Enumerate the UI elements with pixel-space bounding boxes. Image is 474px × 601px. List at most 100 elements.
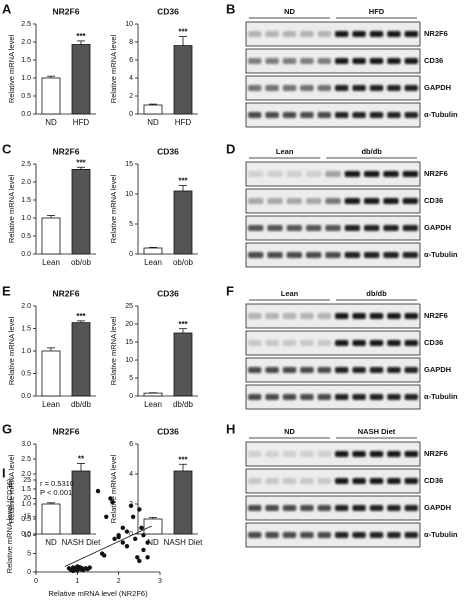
row-label: α-Tubulin	[424, 530, 458, 539]
band	[383, 225, 399, 231]
point	[75, 564, 80, 569]
band	[383, 171, 399, 177]
band	[265, 112, 279, 118]
y-tick-label: 3.0	[21, 441, 31, 448]
y-tick-label: 5	[129, 375, 133, 382]
band	[306, 252, 322, 258]
band	[335, 313, 349, 319]
point	[116, 534, 121, 540]
band	[369, 31, 384, 37]
point	[133, 536, 138, 542]
x-tick-label: db/db	[173, 400, 194, 409]
band	[387, 532, 401, 538]
band	[286, 171, 302, 177]
y-tick-label: 2.0	[21, 471, 31, 478]
band	[325, 171, 341, 177]
band	[282, 340, 297, 346]
y-tick-label: 2.5	[21, 456, 31, 463]
band	[265, 58, 279, 64]
bar	[173, 190, 193, 255]
chart-title: NR2F6	[53, 426, 80, 436]
point	[124, 544, 130, 549]
x-tick-label: 0	[34, 578, 38, 585]
band	[404, 112, 418, 118]
row-label: α-Tubulin	[424, 250, 458, 259]
bar	[173, 45, 193, 115]
band	[364, 252, 380, 258]
band	[387, 112, 401, 118]
chart-title: CD36	[157, 6, 179, 16]
band	[344, 198, 360, 204]
band	[402, 252, 418, 258]
band	[352, 451, 366, 457]
group-label: Lean	[276, 147, 294, 156]
point	[145, 540, 150, 545]
y-tick-label: 2.0	[21, 303, 31, 310]
band	[267, 225, 283, 231]
band	[387, 58, 401, 64]
band	[317, 532, 331, 538]
band	[248, 340, 262, 346]
band	[286, 198, 302, 204]
y-tick-label: 0	[129, 111, 133, 118]
point	[137, 507, 142, 512]
bar	[143, 518, 163, 535]
band	[317, 394, 331, 400]
panel-label: B	[226, 1, 235, 16]
panel-label: H	[226, 421, 235, 436]
band	[317, 112, 331, 118]
point	[137, 558, 142, 564]
band	[325, 225, 341, 231]
bar	[143, 392, 163, 397]
band	[282, 58, 297, 64]
band	[282, 112, 297, 118]
panel-label: E	[2, 283, 11, 298]
band	[317, 505, 331, 511]
y-tick-label: 1.0	[21, 501, 31, 508]
y-tick-label: 0.0	[21, 251, 31, 258]
bar	[41, 77, 61, 115]
significance: ***	[76, 312, 86, 321]
band	[248, 58, 262, 64]
y-tick-label: 4	[129, 471, 133, 478]
group-label: ND	[284, 7, 295, 16]
band	[364, 171, 380, 177]
band	[300, 478, 314, 484]
band	[248, 198, 264, 204]
group-label: ND	[284, 427, 295, 436]
band	[352, 478, 366, 484]
band	[265, 313, 279, 319]
y-tick-label: 2.5	[21, 161, 31, 168]
point	[124, 529, 130, 534]
y-tick-label: 0.5	[21, 370, 31, 377]
bar	[173, 332, 193, 397]
band	[248, 112, 262, 118]
chart-title: NR2F6	[53, 288, 80, 298]
band	[335, 58, 349, 64]
group-label: NASH Diet	[358, 427, 396, 436]
point	[87, 565, 92, 570]
band	[248, 225, 264, 231]
significance: ***	[76, 158, 86, 167]
band	[317, 340, 331, 346]
point	[141, 547, 146, 553]
band	[364, 198, 380, 204]
bar	[143, 247, 163, 255]
band	[402, 171, 418, 177]
y-tick-label: 8	[129, 39, 133, 46]
band	[352, 31, 366, 37]
band	[387, 85, 401, 91]
band	[325, 252, 341, 258]
band	[300, 313, 314, 319]
panel-label: I	[2, 465, 6, 480]
chart-title: CD36	[157, 426, 179, 436]
y-axis-label: Relative mRNA level	[7, 34, 16, 103]
point	[95, 488, 101, 494]
row-label: NR2F6	[424, 449, 448, 458]
x-tick-label: ND	[45, 538, 57, 547]
x-tick-label: ob/ob	[173, 258, 194, 267]
y-tick-label: 1.5	[21, 197, 31, 204]
band	[364, 225, 380, 231]
band	[344, 225, 360, 231]
band	[300, 112, 314, 118]
